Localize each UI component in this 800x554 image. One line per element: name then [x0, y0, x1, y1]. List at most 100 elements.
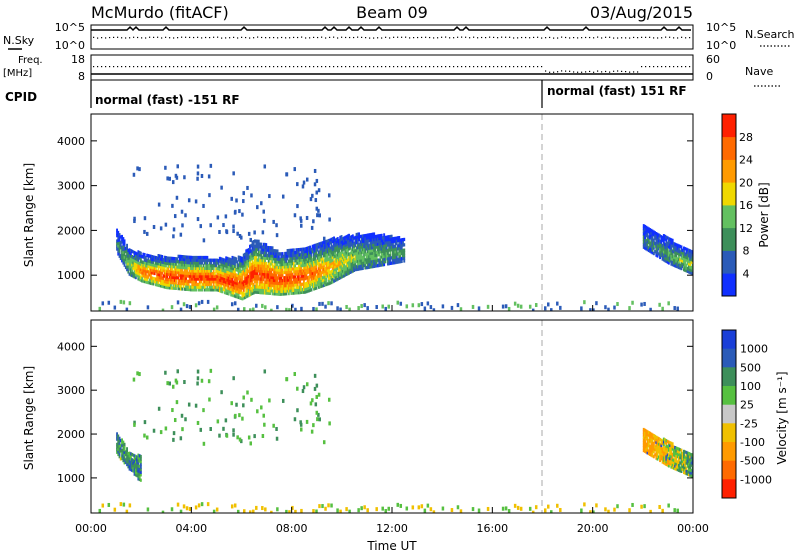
- velocity-cell: [650, 443, 653, 447]
- power-cell: [328, 244, 330, 248]
- velocity-speckle: [294, 509, 297, 513]
- power-cell: [370, 259, 373, 263]
- power-cell: [287, 281, 290, 285]
- power-cell: [137, 277, 140, 281]
- power-cell: [646, 245, 649, 249]
- power-cell: [650, 250, 653, 254]
- power-cell: [196, 266, 199, 270]
- power-cell: [191, 266, 194, 270]
- power-cell: [279, 260, 281, 264]
- power-cell: [240, 272, 243, 276]
- power-cell: [314, 270, 317, 274]
- velocity-cell: [669, 454, 672, 458]
- power-cell: [323, 278, 325, 282]
- power-cell: [364, 266, 367, 270]
- power-cell: [265, 248, 268, 252]
- power-cell: [256, 274, 259, 278]
- power-cell: [203, 269, 206, 273]
- power-cell: [158, 270, 161, 274]
- power-cell: [223, 269, 226, 273]
- power-cell: [299, 269, 302, 273]
- power-cell: [143, 261, 146, 265]
- power-cell: [296, 258, 299, 263]
- power-cell: [373, 232, 376, 236]
- power-cell: [247, 283, 250, 287]
- power-cell: [684, 263, 687, 267]
- power-cell: [308, 283, 310, 287]
- velocity-cell: [134, 462, 137, 466]
- power-cell: [221, 290, 224, 294]
- power-cell: [688, 259, 690, 263]
- power-cell: [156, 261, 159, 266]
- velocity-speckle: [426, 503, 430, 508]
- power-cell: [177, 254, 180, 258]
- velocity-cell: [662, 437, 665, 441]
- power-cell: [377, 239, 379, 244]
- power-cell: [171, 278, 174, 282]
- power-cell: [249, 274, 251, 278]
- power-cell: [334, 257, 337, 261]
- power-cell: [384, 246, 387, 250]
- power-cell: [323, 251, 325, 255]
- power-cell: [655, 245, 658, 249]
- power-cell: [242, 272, 245, 276]
- power-cell: [281, 260, 284, 264]
- power-cell: [166, 259, 169, 263]
- power-cell: [328, 279, 330, 283]
- power-speckle: [246, 185, 249, 190]
- power-cell: [335, 240, 338, 244]
- power-cell: [267, 264, 270, 269]
- velocity-cell: [670, 447, 673, 451]
- power-cell: [393, 261, 396, 265]
- power-cell: [181, 260, 184, 264]
- power-cell: [129, 249, 132, 253]
- power-cell: [354, 241, 357, 245]
- power-cell: [351, 237, 354, 241]
- power-cell: [338, 249, 340, 254]
- power-cell: [196, 277, 199, 281]
- power-cell: [316, 242, 319, 247]
- power-cell: [175, 281, 177, 285]
- power-cell: [255, 285, 258, 289]
- power-cell: [222, 274, 225, 278]
- velocity-cell: [676, 449, 679, 453]
- power-cell: [236, 281, 239, 286]
- power-cell: [338, 276, 340, 280]
- power-cell: [134, 270, 137, 274]
- power-cell: [190, 266, 192, 270]
- velocity-speckle: [311, 398, 314, 403]
- power-cell: [259, 264, 261, 268]
- velocity-cell: [123, 453, 126, 457]
- power-cell: [334, 268, 337, 272]
- power-speckle: [595, 301, 598, 306]
- power-cell: [308, 256, 310, 261]
- power-cell: [335, 270, 338, 274]
- power-cell: [315, 254, 318, 258]
- power-cell: [344, 235, 347, 240]
- power-cell: [328, 265, 330, 270]
- power-speckle: [305, 215, 309, 220]
- power-cell: [387, 243, 389, 247]
- power-cell: [202, 277, 205, 281]
- power-cell: [315, 283, 318, 287]
- power-cell: [245, 268, 248, 272]
- power-cell: [275, 286, 278, 291]
- power-cell: [240, 261, 243, 265]
- power-cell: [235, 276, 238, 280]
- power-cell: [151, 271, 154, 275]
- power-cell: [206, 277, 209, 281]
- velocity-cell: [116, 437, 118, 441]
- power-cell: [188, 269, 191, 273]
- power-cell: [675, 259, 678, 263]
- power-speckle: [348, 307, 351, 311]
- velocity-speckle: [595, 503, 598, 508]
- power-cell: [220, 262, 223, 266]
- power-cell: [195, 274, 197, 278]
- power-cell: [250, 292, 253, 296]
- power-cell: [688, 251, 690, 255]
- velocity-cell: [650, 437, 653, 441]
- power-cell: [161, 265, 164, 270]
- power-cell: [686, 261, 689, 265]
- power-cell: [193, 280, 196, 284]
